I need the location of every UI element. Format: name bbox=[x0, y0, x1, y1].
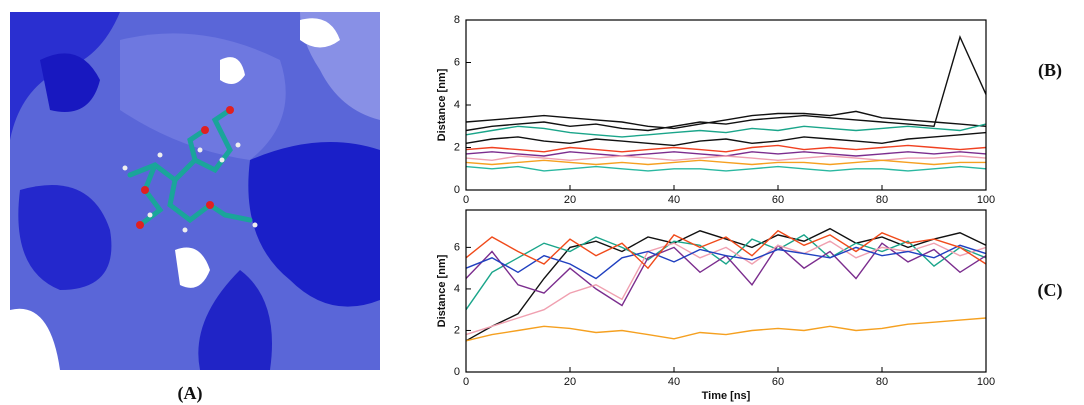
x-tick-label: 80 bbox=[876, 376, 888, 388]
x-tick-label: 40 bbox=[668, 194, 680, 206]
x-tick-label: 100 bbox=[977, 376, 995, 388]
data-line bbox=[465, 159, 986, 166]
x-tick-label: 0 bbox=[463, 194, 469, 206]
x-tick-label: 80 bbox=[876, 194, 888, 206]
x-tick-label: 100 bbox=[977, 194, 995, 206]
x-tick-label: 60 bbox=[772, 376, 784, 388]
x-tick-label: 0 bbox=[463, 376, 469, 388]
data-line bbox=[465, 240, 987, 336]
y-tick-label: 8 bbox=[454, 14, 460, 26]
data-line bbox=[465, 110, 987, 130]
data-line bbox=[465, 131, 987, 147]
y-tick-label: 4 bbox=[454, 99, 460, 111]
data-line bbox=[465, 165, 987, 172]
data-line bbox=[465, 234, 987, 311]
data-line bbox=[465, 155, 987, 162]
x-tick-label: 20 bbox=[564, 194, 576, 206]
y-tick-label: 0 bbox=[454, 184, 460, 196]
y-axis-title: Distance [nm] bbox=[436, 68, 448, 141]
data-line bbox=[465, 229, 987, 270]
x-tick-label: 60 bbox=[772, 194, 784, 206]
plot-frame bbox=[465, 19, 987, 191]
data-line bbox=[465, 244, 987, 280]
data-line bbox=[465, 144, 987, 153]
panel-label: (C) bbox=[1038, 280, 1063, 301]
y-tick-label: 6 bbox=[454, 241, 460, 253]
y-tick-label: 4 bbox=[454, 283, 460, 295]
y-tick-label: 6 bbox=[454, 56, 460, 68]
x-axis-title: Time [ns] bbox=[702, 390, 751, 402]
data-line bbox=[465, 34, 987, 132]
panel-label: (A) bbox=[178, 383, 203, 404]
y-axis-title: Distance [nm] bbox=[436, 254, 448, 327]
plot-frame bbox=[465, 209, 987, 373]
molecular-image bbox=[10, 12, 380, 370]
y-tick-label: 2 bbox=[454, 141, 460, 153]
plot-border bbox=[465, 209, 987, 373]
x-tick-label: 40 bbox=[668, 376, 680, 388]
x-tick-label: 20 bbox=[564, 376, 576, 388]
y-tick-label: 0 bbox=[454, 366, 460, 378]
y-tick-label: 2 bbox=[454, 324, 460, 336]
data-line bbox=[465, 123, 987, 138]
panel-label: (B) bbox=[1038, 60, 1062, 81]
data-line bbox=[465, 317, 987, 342]
